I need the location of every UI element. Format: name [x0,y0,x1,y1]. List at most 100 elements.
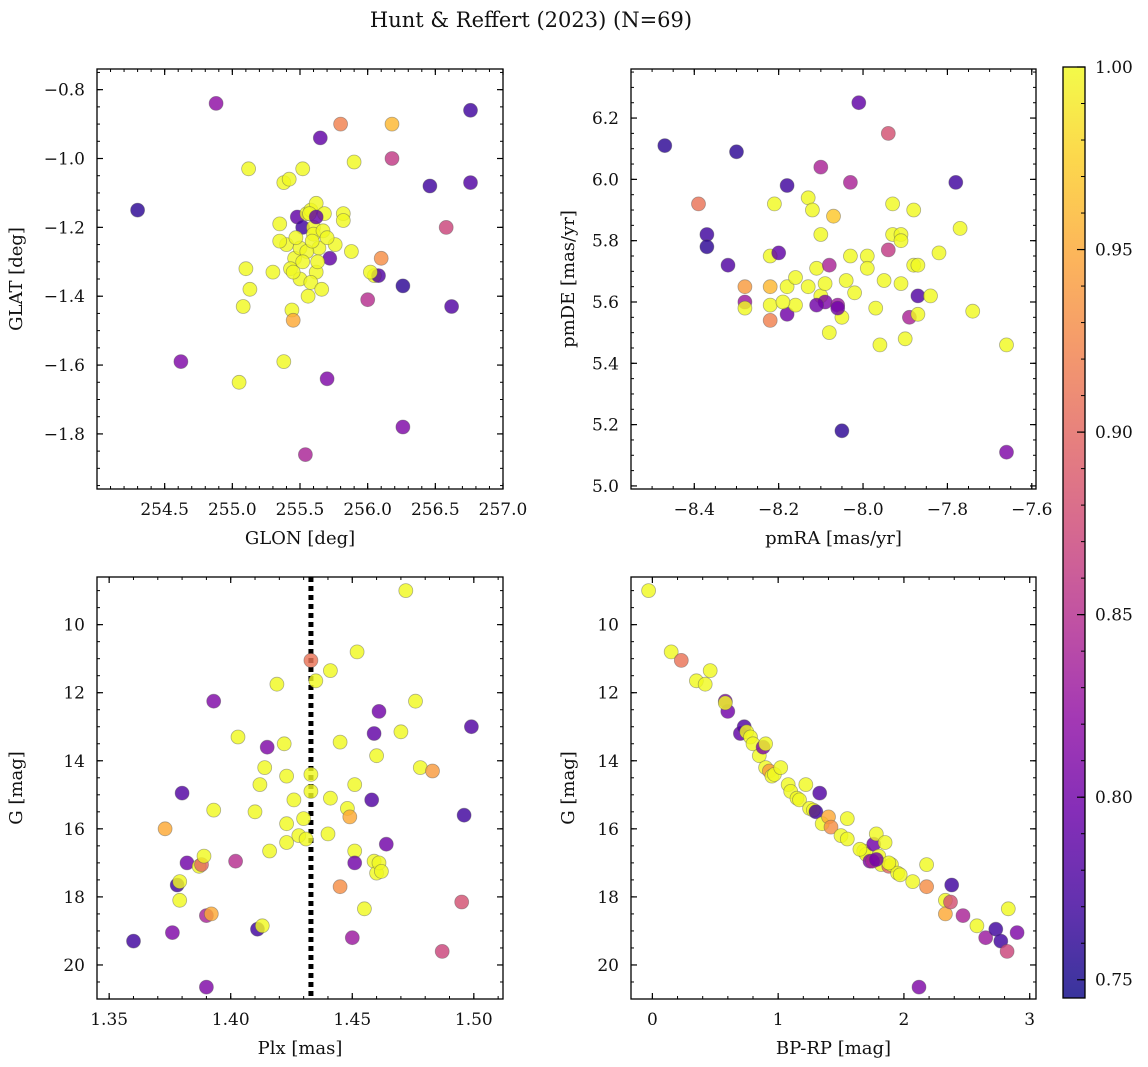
data-point [773,760,789,775]
data-point [943,894,958,910]
data-point [285,312,301,328]
data-point [952,220,968,236]
data-point [371,704,387,719]
data-point [247,804,263,820]
data-point [885,196,900,212]
y-axis-label: G [mag] [6,751,27,824]
y-tick-label: 20 [63,956,85,976]
y-tick-label: −1.6 [44,356,85,376]
data-point [295,161,311,177]
data-point [285,264,301,280]
data-point [876,273,892,288]
data-point [300,288,316,304]
colorbar-tick-label: 1.00 [1095,58,1133,78]
colorbar-tick-label: 0.75 [1095,971,1133,991]
x-tick-label: 0 [647,1010,658,1030]
colorbar-tick-label: 0.95 [1095,241,1133,261]
data-point [196,848,212,864]
data-point [463,719,479,735]
data-point [378,836,394,852]
x-tick-label: −7.6 [1011,500,1052,520]
data-point [910,288,926,304]
y-tick-label: 12 [63,684,85,704]
data-point [362,264,378,280]
data-point [948,174,964,190]
x-axis-label: BP-RP [mag] [776,1038,891,1059]
data-point [164,925,180,940]
data-point [303,784,319,799]
data-point [241,161,257,177]
data-point [839,831,855,847]
data-point [320,826,336,842]
data-point [310,254,326,270]
data-point [373,864,389,879]
data-point [847,285,862,301]
data-point [444,299,460,314]
data-point [880,242,896,258]
data-point [198,979,214,995]
y-tick-label: 5.6 [592,293,619,313]
data-point [438,219,454,235]
x-tick-label: 1.45 [333,1010,371,1030]
data-point [779,279,795,295]
x-tick-label: 1 [773,1010,784,1030]
x-tick-label: 256.0 [343,500,392,520]
x-tick-label: 1.35 [90,1010,128,1030]
data-point [206,802,222,818]
data-point [923,288,938,304]
colorbar: 0.75 0.80 0.85 0.90 0.95 1.00 [1062,58,1133,999]
data-point [737,279,753,295]
data-point [729,144,744,160]
data-point [812,785,828,801]
data-point [881,855,897,871]
data-point [286,792,302,808]
data-point [295,254,311,270]
data-point [834,423,850,439]
data-point [303,767,319,782]
data-point [297,447,313,463]
data-point [788,297,803,313]
data-point [813,227,829,242]
data-point [813,159,829,175]
y-tick-label: 6.0 [592,170,619,190]
data-point [838,273,854,288]
y-tick-label: 10 [63,616,85,636]
y-axis-label: GLAT [deg] [6,227,27,331]
data-point [663,644,679,660]
data-point [272,233,288,249]
data-point [762,312,778,328]
data-point [408,693,423,709]
data-point [762,297,778,313]
data-point [434,944,450,959]
data-point [767,196,782,212]
data-point [720,257,736,273]
x-tick-label: 255.5 [276,500,325,520]
data-point [262,843,278,859]
data-point [463,102,478,118]
data-point [276,354,292,370]
y-tick-label: −0.8 [44,81,85,101]
data-point [758,736,773,752]
data-point [279,768,295,784]
data-point [235,299,251,314]
data-point [276,736,292,752]
data-point [304,233,320,249]
data-point [1009,925,1025,940]
data-point [265,264,281,280]
y-tick-label: 12 [597,684,619,704]
data-point [279,816,295,832]
x-tick-label: 257.0 [479,500,528,520]
data-point [332,734,348,750]
data-point [919,879,934,895]
data-point [281,171,297,187]
data-point [919,857,934,872]
data-point [126,933,141,949]
x-tick-label: 3 [1024,1010,1035,1030]
data-point [999,337,1014,353]
data-point [344,930,360,946]
x-tick-label: 2 [899,1010,910,1030]
y-tick-label: −1.2 [44,218,85,238]
data-point [322,663,338,678]
x-axis-label: pmRA [mas/yr] [765,528,902,549]
